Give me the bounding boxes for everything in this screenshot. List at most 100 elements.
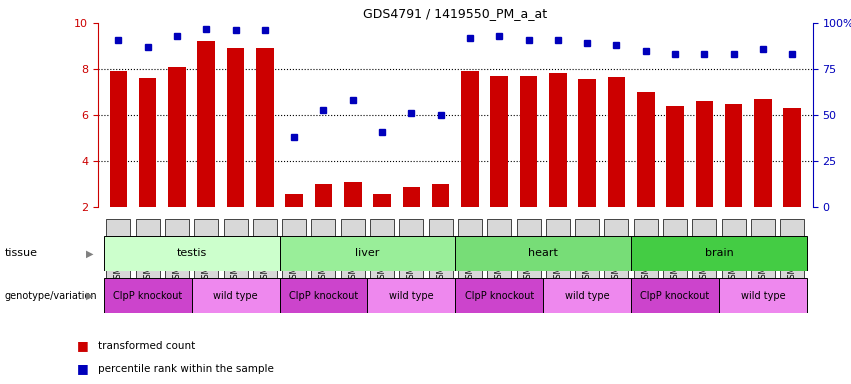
FancyBboxPatch shape <box>722 218 745 301</box>
FancyBboxPatch shape <box>340 218 365 301</box>
FancyBboxPatch shape <box>663 218 687 301</box>
Text: liver: liver <box>355 248 380 258</box>
Bar <box>461 71 479 207</box>
Text: genotype/variation: genotype/variation <box>4 291 97 301</box>
Text: ■: ■ <box>77 362 89 375</box>
Text: GSM988376: GSM988376 <box>671 237 679 283</box>
FancyBboxPatch shape <box>135 218 160 301</box>
Text: GSM988364: GSM988364 <box>319 237 328 283</box>
Text: percentile rank within the sample: percentile rank within the sample <box>98 364 274 374</box>
Text: GSM988379: GSM988379 <box>758 237 768 283</box>
Text: GSM988363: GSM988363 <box>289 237 299 283</box>
Bar <box>285 194 303 207</box>
Text: GSM988360: GSM988360 <box>202 237 211 283</box>
Text: ClpP knockout: ClpP knockout <box>113 291 182 301</box>
Text: ClpP knockout: ClpP knockout <box>465 291 534 301</box>
FancyBboxPatch shape <box>399 218 423 301</box>
Text: GSM988359: GSM988359 <box>173 237 181 283</box>
Text: testis: testis <box>176 248 207 258</box>
Text: GSM988380: GSM988380 <box>788 237 797 283</box>
Text: ClpP knockout: ClpP knockout <box>288 291 358 301</box>
Text: ClpP knockout: ClpP knockout <box>641 291 710 301</box>
FancyBboxPatch shape <box>631 236 807 271</box>
Bar <box>139 78 157 207</box>
Text: GSM988362: GSM988362 <box>260 237 270 283</box>
Bar <box>579 79 596 207</box>
Text: GSM988361: GSM988361 <box>231 237 240 283</box>
Bar <box>549 73 567 207</box>
Text: GSM988357: GSM988357 <box>114 237 123 283</box>
Bar <box>490 76 508 207</box>
Bar <box>725 104 742 207</box>
Bar <box>344 182 362 207</box>
Text: GSM988382: GSM988382 <box>494 237 504 283</box>
FancyBboxPatch shape <box>488 218 511 301</box>
FancyBboxPatch shape <box>458 218 482 301</box>
Text: GSM988377: GSM988377 <box>700 237 709 283</box>
Bar <box>431 184 449 207</box>
Bar <box>197 41 215 207</box>
Text: GSM988385: GSM988385 <box>583 237 591 283</box>
Bar <box>374 194 391 207</box>
FancyBboxPatch shape <box>604 218 628 301</box>
FancyBboxPatch shape <box>279 278 368 313</box>
FancyBboxPatch shape <box>370 218 394 301</box>
Text: tissue: tissue <box>4 248 37 258</box>
Bar <box>110 71 127 207</box>
Text: GSM988365: GSM988365 <box>348 237 357 283</box>
FancyBboxPatch shape <box>634 218 658 301</box>
Bar <box>784 108 801 207</box>
Bar <box>666 106 684 207</box>
Text: wild type: wild type <box>740 291 785 301</box>
Bar <box>754 99 772 207</box>
FancyBboxPatch shape <box>517 218 540 301</box>
FancyBboxPatch shape <box>283 218 306 301</box>
FancyBboxPatch shape <box>104 236 279 271</box>
FancyBboxPatch shape <box>455 278 543 313</box>
Text: heart: heart <box>528 248 558 258</box>
FancyBboxPatch shape <box>429 218 453 301</box>
Text: GSM988381: GSM988381 <box>465 237 475 283</box>
Bar <box>256 48 274 207</box>
FancyBboxPatch shape <box>253 218 277 301</box>
Text: GSM988358: GSM988358 <box>143 237 152 283</box>
FancyBboxPatch shape <box>106 218 130 301</box>
Text: transformed count: transformed count <box>98 341 195 351</box>
Bar <box>608 77 625 207</box>
FancyBboxPatch shape <box>719 278 807 313</box>
FancyBboxPatch shape <box>165 218 189 301</box>
FancyBboxPatch shape <box>279 236 455 271</box>
FancyBboxPatch shape <box>104 278 191 313</box>
Text: GSM988367: GSM988367 <box>407 237 416 283</box>
FancyBboxPatch shape <box>224 218 248 301</box>
Text: GSM988375: GSM988375 <box>641 237 650 283</box>
Bar <box>637 92 654 207</box>
Text: GSM988383: GSM988383 <box>524 237 533 283</box>
Text: ■: ■ <box>77 339 89 352</box>
FancyBboxPatch shape <box>780 218 804 301</box>
Text: GSM988384: GSM988384 <box>553 237 563 283</box>
Text: GSM988366: GSM988366 <box>378 237 386 283</box>
FancyBboxPatch shape <box>545 218 570 301</box>
Bar <box>695 101 713 207</box>
FancyBboxPatch shape <box>751 218 775 301</box>
FancyBboxPatch shape <box>455 236 631 271</box>
FancyBboxPatch shape <box>575 218 599 301</box>
FancyBboxPatch shape <box>693 218 717 301</box>
Text: brain: brain <box>705 248 734 258</box>
Text: wild type: wild type <box>389 291 434 301</box>
FancyBboxPatch shape <box>311 218 335 301</box>
Bar <box>520 76 537 207</box>
Bar <box>403 187 420 207</box>
FancyBboxPatch shape <box>543 278 631 313</box>
Bar <box>315 184 332 207</box>
Bar <box>168 67 186 207</box>
FancyBboxPatch shape <box>194 218 218 301</box>
Text: GSM988368: GSM988368 <box>436 237 445 283</box>
FancyBboxPatch shape <box>191 278 279 313</box>
Text: GSM988378: GSM988378 <box>729 237 738 283</box>
Bar <box>226 48 244 207</box>
Text: ▶: ▶ <box>86 248 94 258</box>
Text: wild type: wild type <box>565 291 609 301</box>
Text: wild type: wild type <box>214 291 258 301</box>
